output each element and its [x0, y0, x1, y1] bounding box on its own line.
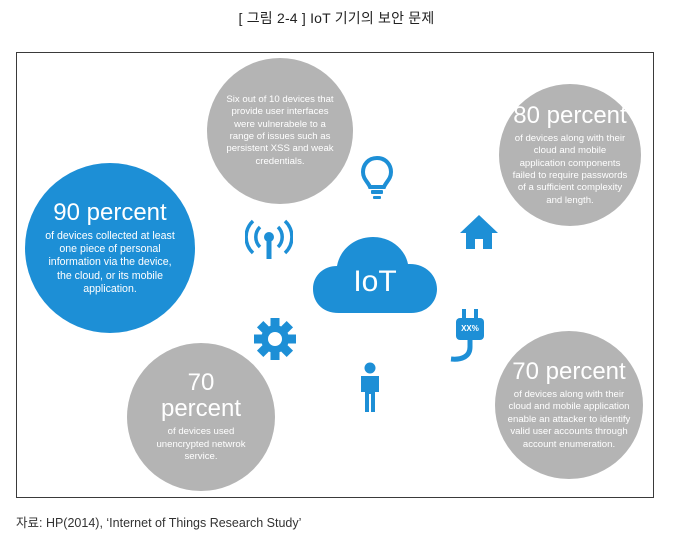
- figure-title: [ 그림 2-4 ] IoT 기기의 보안 문제: [238, 10, 435, 26]
- stat-bottom-right-text: of devices along with their cloud and mo…: [507, 388, 631, 450]
- cloud-icon: IoT: [309, 231, 441, 321]
- stat-circle-top: Six out of 10 devices that provide user …: [207, 58, 353, 204]
- stat-bottom-left-headline: 70 percent: [160, 369, 242, 423]
- gear-icon: [253, 317, 297, 361]
- stat-circle-right-top: 80 percent of devices along with their c…: [499, 84, 641, 226]
- stat-left-headline: 90 percent: [53, 198, 167, 226]
- person-icon: [358, 362, 382, 414]
- stat-bottom-right-headline: 70 percent: [512, 357, 626, 385]
- house-icon: [459, 213, 499, 251]
- power-plug-icon: XX%: [447, 305, 499, 365]
- stat-circle-bottom-left: 70 percent of devices used unencrypted n…: [127, 343, 275, 491]
- plug-label: XX%: [461, 324, 479, 333]
- stat-circle-bottom-right: 70 percent of devices along with their c…: [495, 331, 643, 479]
- stat-top-text: Six out of 10 devices that provide user …: [226, 93, 334, 167]
- stat-circle-left: 90 percent of devices collected at least…: [25, 163, 195, 333]
- wireless-signal-icon: [244, 215, 294, 261]
- diagram-frame: Six out of 10 devices that provide user …: [16, 52, 654, 498]
- stat-bottom-left-text: of devices used unencrypted netwrok serv…: [156, 426, 246, 463]
- cloud-label: IoT: [353, 265, 397, 298]
- stat-right-top-headline: 80 percent: [513, 101, 627, 129]
- stat-right-top-text: of devices along with their cloud and mo…: [512, 132, 628, 206]
- lightbulb-icon: [360, 155, 394, 201]
- stat-left-text: of devices collected at least one piece …: [45, 229, 175, 295]
- source-note: 자료: HP(2014), ‘Internet of Things Resear…: [16, 516, 302, 530]
